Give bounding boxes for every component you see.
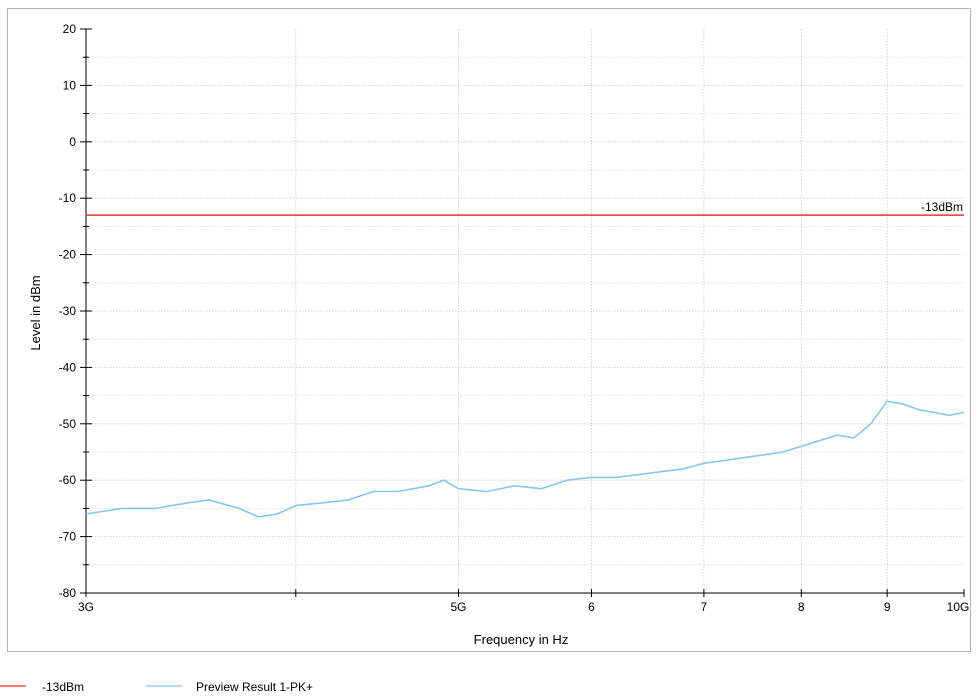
y-tick-label: -40 <box>59 360 77 374</box>
x-tick-label: 3G <box>78 600 94 614</box>
series-line <box>85 400 965 518</box>
series-layer <box>85 214 965 518</box>
y-tick-label: -20 <box>59 248 77 262</box>
y-tick-label: -80 <box>59 586 77 600</box>
x-tick-label: 5G <box>451 600 467 614</box>
x-tick-label: 8 <box>798 600 805 614</box>
y-axis-title: Level in dBm <box>28 275 43 350</box>
y-tick-label: 20 <box>63 22 77 36</box>
legend-label-preview: Preview Result 1-PK+ <box>196 680 313 694</box>
legend: -13dBm Preview Result 1-PK+ <box>0 680 313 694</box>
grid <box>86 29 964 593</box>
x-tick-label: 10G <box>947 600 970 614</box>
x-tick-label: 9 <box>884 600 891 614</box>
y-tick-label: -70 <box>59 530 77 544</box>
x-axis-title: Frequency in Hz <box>474 632 569 647</box>
axes <box>80 28 965 597</box>
y-tick-label: -30 <box>59 304 77 318</box>
x-tick-label: 6 <box>588 600 595 614</box>
x-tick-label: 7 <box>701 600 708 614</box>
y-tick-label: 0 <box>69 135 76 149</box>
y-tick-label: -50 <box>59 417 77 431</box>
y-tick-label: -10 <box>59 191 77 205</box>
legend-label-limit: -13dBm <box>42 680 84 694</box>
y-tick-label: 10 <box>63 78 77 92</box>
y-tick-label: -60 <box>59 473 77 487</box>
limit-line-label: -13dBm <box>921 200 963 214</box>
chart-frame <box>7 8 971 652</box>
